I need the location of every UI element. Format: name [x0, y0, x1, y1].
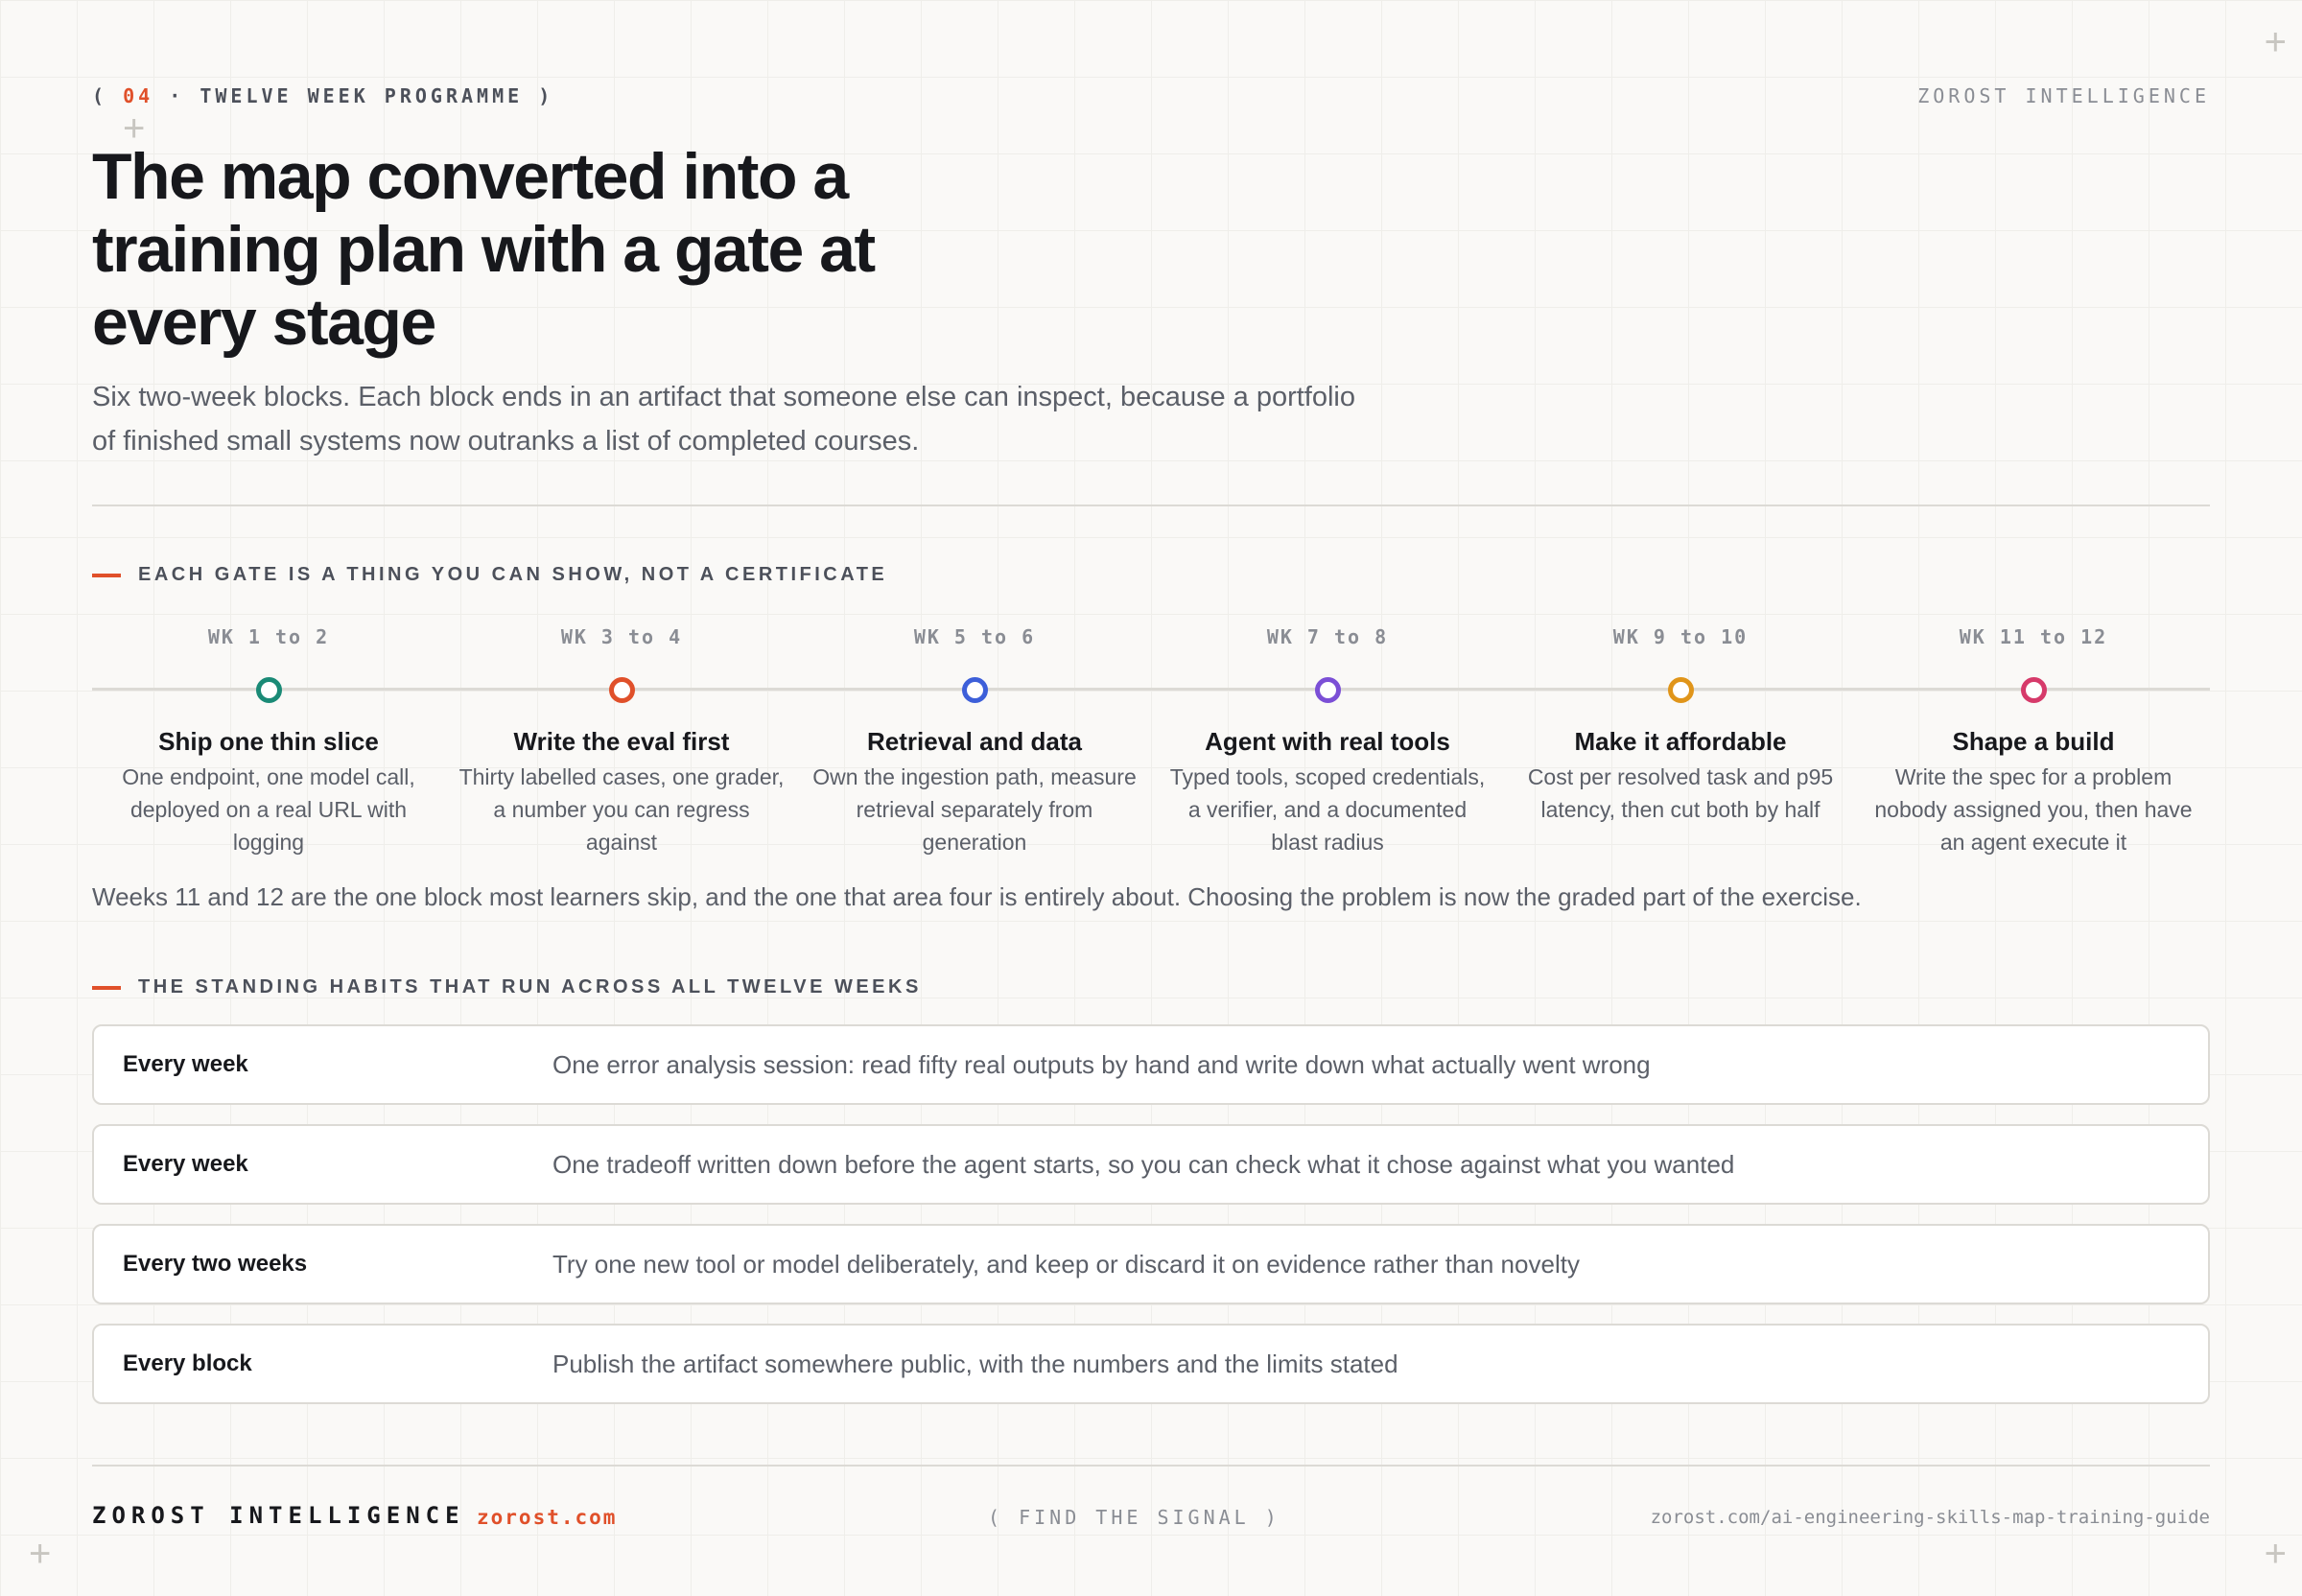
habit-row: Every block Publish the artifact somewher…: [92, 1324, 2210, 1404]
stage-dot: [1668, 677, 1694, 703]
section-heading: THE STANDING HABITS THAT RUN ACROSS ALL …: [92, 976, 922, 998]
paren: (: [92, 84, 108, 107]
stage-dot: [1315, 677, 1341, 703]
note: Weeks 11 and 12 are the one block most l…: [92, 882, 1862, 911]
section-number: 04: [123, 84, 154, 107]
stage-weeks: WK 3 to 4: [560, 625, 683, 648]
section-heading: EACH GATE IS A THING YOU CAN SHOW, NOT A…: [92, 564, 887, 586]
stage-weeks: WK 9 to 10: [1612, 625, 1749, 648]
habit-frequency: Every block: [123, 1350, 252, 1376]
stage-text: Thirty labelled cases, one grader, a num…: [458, 764, 785, 855]
habit-row: Every two weeks Try one new tool or model…: [92, 1224, 2210, 1304]
subtitle: Six two-week blocks. Each block ends in …: [92, 382, 1355, 457]
habit-frequency: Every week: [123, 1051, 248, 1077]
habit-row: Every week One tradeoff written down befo…: [92, 1124, 2210, 1205]
crosshair: +: [123, 107, 146, 150]
stage-weeks: WK 5 to 6: [913, 625, 1036, 648]
paren: ): [538, 84, 554, 107]
habit-text: Publish the artifact somewhere public, w…: [552, 1350, 1398, 1378]
stage-dot: [609, 677, 635, 703]
footer-tagline: ( FIND THE SIGNAL ): [988, 1506, 1280, 1529]
habit-frequency: Every two weeks: [123, 1251, 308, 1277]
stage-title: Write the eval first: [513, 727, 730, 756]
stage-text: Cost per resolved task and p95 latency, …: [1527, 764, 1834, 822]
stage-dot: [962, 677, 988, 703]
stage-text: Own the ingestion path, measure retrieva…: [812, 764, 1137, 855]
crosshair: +: [2264, 1533, 2287, 1575]
divider: [92, 1465, 2210, 1467]
stage-title: Shape a build: [1952, 727, 2115, 756]
crosshair: +: [2264, 21, 2287, 63]
brand: ZOROST INTELLIGENCE: [1917, 84, 2210, 107]
section-name: · TWELVE WEEK PROGRAMME: [169, 84, 524, 107]
timeline-line: [92, 688, 2210, 691]
stage-weeks: WK 11 to 12: [1959, 625, 2108, 648]
habit-text: One tradeoff written down before the age…: [552, 1150, 1735, 1179]
stage-title: Ship one thin slice: [158, 727, 379, 756]
footer-domain: zorost.com: [477, 1506, 618, 1529]
habit-text: Try one new tool or model deliberately, …: [552, 1250, 1580, 1279]
stage-weeks: WK 1 to 2: [207, 625, 330, 648]
footer-brand: ZOROST INTELLIGENCE: [92, 1502, 465, 1529]
section-label: ( 04 · TWELVE WEEK PROGRAMME ): [92, 84, 553, 107]
stage-text: Write the spec for a problem nobody assi…: [1874, 764, 2193, 855]
divider: [92, 505, 2210, 506]
habit-text: One error analysis session: read fifty r…: [552, 1050, 1651, 1079]
footer-url: zorost.com/ai-engineering-skills-map-tra…: [1650, 1507, 2210, 1528]
stage-weeks: WK 7 to 8: [1266, 625, 1389, 648]
habit-row: Every week One error analysis session: re…: [92, 1024, 2210, 1105]
stage-title: Agent with real tools: [1205, 727, 1450, 756]
stage-title: Make it affordable: [1574, 727, 1787, 756]
crosshair: +: [29, 1533, 52, 1575]
title: The map converted into a training plan w…: [92, 140, 876, 359]
stage-title: Retrieval and data: [867, 727, 1082, 756]
stage-text: Typed tools, scoped credentials, a verif…: [1169, 764, 1486, 855]
habit-frequency: Every week: [123, 1151, 248, 1177]
stage-dot: [256, 677, 282, 703]
stage-dot: [2021, 677, 2047, 703]
stage-text: One endpoint, one model call, deployed o…: [122, 764, 415, 855]
